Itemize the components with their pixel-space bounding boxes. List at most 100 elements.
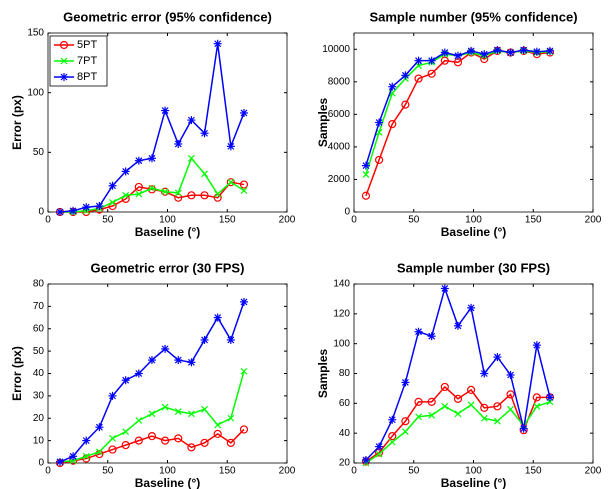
marker-stroke bbox=[122, 191, 130, 199]
chart-title: Geometric error (30 FPS) bbox=[91, 260, 245, 275]
marker-stroke bbox=[148, 356, 156, 364]
data-point bbox=[174, 408, 182, 415]
data-point bbox=[213, 39, 222, 48]
marker-stroke bbox=[401, 428, 409, 436]
x-tick-label: 150 bbox=[525, 215, 542, 226]
y-tick-label: 10000 bbox=[322, 44, 350, 55]
marker-stroke bbox=[375, 128, 383, 136]
data-point bbox=[200, 335, 209, 344]
marker-circle bbox=[213, 429, 222, 439]
data-point bbox=[493, 417, 501, 425]
marker-stroke bbox=[467, 304, 475, 312]
marker-stroke bbox=[388, 89, 396, 97]
marker-circle bbox=[532, 393, 541, 402]
marker-stroke bbox=[187, 116, 195, 124]
marker-stroke bbox=[174, 408, 182, 415]
marker-stroke bbox=[375, 450, 383, 458]
marker-circle bbox=[467, 385, 476, 395]
data-point bbox=[375, 442, 384, 451]
marker-stroke bbox=[375, 443, 383, 451]
marker-circle bbox=[361, 191, 371, 200]
data-point bbox=[427, 332, 436, 341]
marker-stroke bbox=[428, 57, 436, 65]
data-point bbox=[122, 191, 130, 199]
data-point bbox=[227, 178, 235, 186]
marker-circle bbox=[401, 100, 410, 109]
data-point bbox=[532, 393, 541, 402]
marker-stroke bbox=[174, 189, 182, 197]
marker-circle bbox=[453, 394, 463, 403]
marker-stroke bbox=[201, 336, 208, 344]
data-point bbox=[467, 303, 476, 312]
marker-circle bbox=[161, 436, 170, 445]
marker-stroke bbox=[148, 410, 156, 418]
y-tick-label: 50 bbox=[33, 147, 45, 158]
data-point bbox=[109, 434, 116, 442]
marker-stroke bbox=[362, 171, 370, 178]
marker-stroke bbox=[69, 452, 77, 460]
data-point bbox=[240, 367, 248, 375]
data-point bbox=[532, 47, 541, 56]
marker-circle bbox=[95, 449, 104, 459]
data-point bbox=[174, 193, 183, 202]
legend-marker bbox=[60, 73, 68, 81]
data-point bbox=[82, 203, 91, 212]
chart-title: Sample number (30 FPS) bbox=[397, 260, 550, 275]
marker-stroke bbox=[109, 199, 116, 206]
y-tick-label: 2000 bbox=[328, 174, 351, 185]
marker-circle bbox=[440, 56, 449, 65]
marker-circle bbox=[226, 438, 235, 447]
y-tick-label: 120 bbox=[333, 308, 350, 319]
data-point bbox=[239, 425, 249, 434]
data-point bbox=[174, 434, 183, 443]
marker-stroke bbox=[56, 208, 64, 216]
marker-circle bbox=[134, 182, 143, 192]
y-tick-label: 70 bbox=[33, 301, 45, 312]
data-point bbox=[506, 48, 515, 57]
x-tick-label: 200 bbox=[585, 215, 602, 226]
marker-circle bbox=[147, 432, 157, 441]
data-point bbox=[121, 167, 130, 176]
marker-circle bbox=[187, 191, 196, 200]
data-point bbox=[148, 410, 156, 418]
x-tick-label: 200 bbox=[279, 466, 296, 477]
marker-stroke bbox=[454, 52, 462, 60]
data-point bbox=[507, 405, 514, 413]
axes-box bbox=[47, 283, 288, 464]
data-point bbox=[427, 69, 436, 78]
data-point bbox=[82, 452, 90, 460]
data-point bbox=[415, 413, 422, 421]
marker-stroke bbox=[480, 414, 488, 422]
y-axis-label: Samples bbox=[316, 348, 330, 398]
marker-stroke bbox=[95, 202, 103, 210]
data-point bbox=[226, 178, 235, 187]
data-point bbox=[174, 356, 183, 365]
y-tick-label: 6000 bbox=[328, 109, 351, 120]
marker-circle bbox=[200, 438, 209, 447]
data-point bbox=[187, 191, 196, 200]
marker-circle bbox=[427, 397, 436, 406]
marker-stroke bbox=[240, 367, 248, 375]
y-tick-label: 100 bbox=[333, 338, 350, 349]
data-point bbox=[147, 432, 157, 441]
data-point bbox=[532, 341, 541, 350]
marker-stroke bbox=[161, 345, 169, 353]
data-point bbox=[161, 106, 170, 115]
x-tick-label: 0 bbox=[45, 466, 51, 477]
data-point bbox=[174, 189, 182, 197]
x-axis-label: Baseline (°) bbox=[135, 225, 200, 239]
y-axis-label: Error (px) bbox=[10, 95, 24, 150]
data-point bbox=[427, 397, 436, 406]
data-point bbox=[453, 321, 462, 330]
data-point bbox=[361, 161, 370, 170]
data-point bbox=[427, 56, 436, 65]
marker-circle bbox=[174, 434, 183, 443]
data-point bbox=[187, 116, 196, 125]
series-line bbox=[59, 428, 245, 464]
axes-box bbox=[353, 32, 594, 213]
marker-stroke bbox=[109, 434, 116, 442]
data-point bbox=[134, 182, 143, 192]
marker-stroke bbox=[82, 452, 90, 460]
marker-stroke bbox=[122, 376, 130, 384]
marker-stroke bbox=[174, 356, 182, 364]
